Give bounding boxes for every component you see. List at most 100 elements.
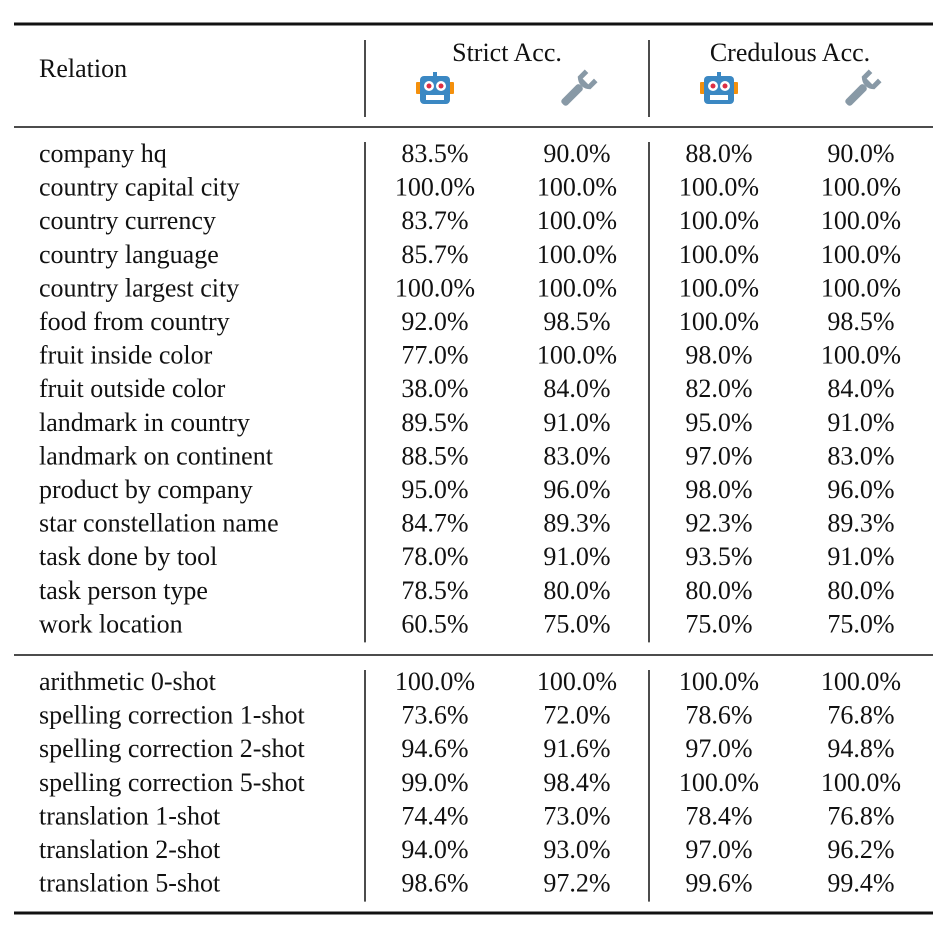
- relation-name: task person type: [39, 576, 208, 605]
- accuracy-cell: 98.5%: [543, 307, 610, 336]
- robot-icon: [416, 72, 454, 104]
- accuracy-cell: 97.0%: [685, 734, 752, 763]
- accuracy-cell: 100.0%: [537, 206, 617, 235]
- accuracy-cell: 100.0%: [821, 667, 901, 696]
- accuracy-cell: 84.7%: [401, 509, 468, 538]
- accuracy-cell: 72.0%: [543, 701, 610, 730]
- accuracy-cell: 100.0%: [821, 768, 901, 797]
- relation-name: fruit outside color: [39, 374, 226, 403]
- accuracy-cell: 80.0%: [827, 576, 894, 605]
- accuracy-cell: 89.3%: [543, 509, 610, 538]
- relation-name: landmark in country: [39, 408, 250, 437]
- accuracy-cell: 100.0%: [537, 273, 617, 302]
- accuracy-cell: 78.6%: [685, 701, 752, 730]
- accuracy-cell: 100.0%: [679, 240, 759, 269]
- accuracy-cell: 94.6%: [401, 734, 468, 763]
- accuracy-cell: 38.0%: [401, 374, 468, 403]
- relation-name: work location: [39, 609, 183, 638]
- relation-name: company hq: [39, 139, 167, 168]
- group-header: Strict Acc.: [452, 38, 562, 67]
- accuracy-cell: 95.0%: [685, 408, 752, 437]
- accuracy-cell: 89.5%: [401, 408, 468, 437]
- accuracy-cell: 78.0%: [401, 542, 468, 571]
- accuracy-cell: 83.7%: [401, 206, 468, 235]
- accuracy-cell: 78.4%: [685, 801, 752, 830]
- relation-name: country language: [39, 240, 219, 269]
- accuracy-cell: 97.0%: [685, 835, 752, 864]
- accuracy-cell: 100.0%: [679, 768, 759, 797]
- accuracy-cell: 85.7%: [401, 240, 468, 269]
- accuracy-cell: 83.5%: [401, 139, 468, 168]
- accuracy-cell: 100.0%: [537, 667, 617, 696]
- accuracy-cell: 93.0%: [543, 835, 610, 864]
- accuracy-cell: 100.0%: [679, 667, 759, 696]
- accuracy-cell: 100.0%: [537, 173, 617, 202]
- accuracy-cell: 100.0%: [395, 173, 475, 202]
- accuracy-cell: 91.6%: [543, 734, 610, 763]
- accuracy-cell: 100.0%: [821, 341, 901, 370]
- relation-header: Relation: [39, 54, 127, 83]
- accuracy-cell: 76.8%: [827, 801, 894, 830]
- accuracy-cell: 88.0%: [685, 139, 752, 168]
- relation-name: country currency: [39, 206, 216, 235]
- relation-name: translation 1-shot: [39, 801, 221, 830]
- accuracy-cell: 76.8%: [827, 701, 894, 730]
- robot-icon: [700, 72, 738, 104]
- accuracy-cell: 77.0%: [401, 341, 468, 370]
- relation-name: spelling correction 2-shot: [39, 734, 305, 763]
- accuracy-cell: 60.5%: [401, 609, 468, 638]
- accuracy-cell: 100.0%: [395, 273, 475, 302]
- accuracy-cell: 94.8%: [827, 734, 894, 763]
- relation-name: product by company: [39, 475, 253, 504]
- accuracy-cell: 98.6%: [401, 869, 468, 898]
- accuracy-cell: 98.4%: [543, 768, 610, 797]
- accuracy-cell: 75.0%: [543, 609, 610, 638]
- accuracy-cell: 100.0%: [821, 173, 901, 202]
- accuracy-cell: 93.5%: [685, 542, 752, 571]
- accuracy-cell: 73.6%: [401, 701, 468, 730]
- accuracy-cell: 100.0%: [537, 240, 617, 269]
- accuracy-cell: 100.0%: [679, 307, 759, 336]
- relation-name: arithmetic 0-shot: [39, 667, 217, 696]
- accuracy-cell: 80.0%: [543, 576, 610, 605]
- relation-name: task done by tool: [39, 542, 217, 571]
- accuracy-cell: 84.0%: [827, 374, 894, 403]
- accuracy-cell: 91.0%: [543, 542, 610, 571]
- accuracy-cell: 90.0%: [827, 139, 894, 168]
- accuracy-cell: 97.2%: [543, 869, 610, 898]
- accuracy-cell: 92.0%: [401, 307, 468, 336]
- accuracy-cell: 96.0%: [827, 475, 894, 504]
- accuracy-cell: 83.0%: [543, 441, 610, 470]
- accuracy-cell: 98.0%: [685, 475, 752, 504]
- accuracy-cell: 94.0%: [401, 835, 468, 864]
- accuracy-cell: 92.3%: [685, 509, 752, 538]
- accuracy-cell: 75.0%: [685, 609, 752, 638]
- relation-name: translation 5-shot: [39, 869, 221, 898]
- accuracy-cell: 100.0%: [679, 173, 759, 202]
- accuracy-cell: 90.0%: [543, 139, 610, 168]
- accuracy-cell: 91.0%: [827, 408, 894, 437]
- wrench-icon: [556, 69, 598, 111]
- accuracy-cell: 74.4%: [401, 801, 468, 830]
- relation-name: food from country: [39, 307, 230, 336]
- accuracy-cell: 98.0%: [685, 341, 752, 370]
- accuracy-cell: 99.6%: [685, 869, 752, 898]
- accuracy-cell: 82.0%: [685, 374, 752, 403]
- relation-name: country largest city: [39, 273, 239, 302]
- wrench-icon: [840, 69, 882, 111]
- accuracy-cell: 100.0%: [679, 206, 759, 235]
- accuracy-cell: 84.0%: [543, 374, 610, 403]
- accuracy-cell: 80.0%: [685, 576, 752, 605]
- accuracy-cell: 100.0%: [821, 206, 901, 235]
- accuracy-cell: 73.0%: [543, 801, 610, 830]
- accuracy-cell: 88.5%: [401, 441, 468, 470]
- accuracy-cell: 95.0%: [401, 475, 468, 504]
- accuracy-cell: 89.3%: [827, 509, 894, 538]
- relation-name: translation 2-shot: [39, 835, 221, 864]
- group-header: Credulous Acc.: [710, 38, 870, 67]
- accuracy-cell: 99.4%: [827, 869, 894, 898]
- accuracy-cell: 100.0%: [679, 273, 759, 302]
- accuracy-cell: 96.0%: [543, 475, 610, 504]
- accuracy-cell: 100.0%: [821, 273, 901, 302]
